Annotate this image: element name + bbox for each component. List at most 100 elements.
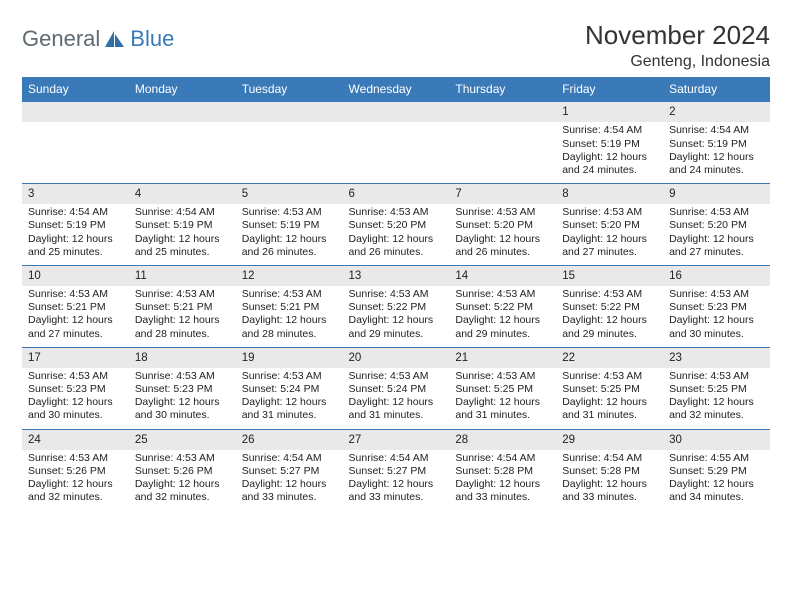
day-number: 27 [343,430,450,450]
day-details: Sunrise: 4:53 AMSunset: 5:23 PMDaylight:… [663,286,770,347]
day-number: 10 [22,266,129,286]
day-details: Sunrise: 4:53 AMSunset: 5:23 PMDaylight:… [129,368,236,429]
calendar-cell: 25Sunrise: 4:53 AMSunset: 5:26 PMDayligh… [129,429,236,510]
calendar-cell: 9Sunrise: 4:53 AMSunset: 5:20 PMDaylight… [663,183,770,265]
day-number: 25 [129,430,236,450]
calendar-cell: 1Sunrise: 4:54 AMSunset: 5:19 PMDaylight… [556,102,663,184]
day-number: 1 [556,102,663,122]
calendar-cell: 13Sunrise: 4:53 AMSunset: 5:22 PMDayligh… [343,265,450,347]
calendar-cell: 5Sunrise: 4:53 AMSunset: 5:19 PMDaylight… [236,183,343,265]
location: Genteng, Indonesia [585,53,770,71]
calendar-cell: 29Sunrise: 4:54 AMSunset: 5:28 PMDayligh… [556,429,663,510]
day-number: 26 [236,430,343,450]
day-text-empty [129,122,236,180]
day-header-row: SundayMondayTuesdayWednesdayThursdayFrid… [22,77,770,102]
day-details: Sunrise: 4:54 AMSunset: 5:19 PMDaylight:… [556,122,663,183]
calendar-cell: 28Sunrise: 4:54 AMSunset: 5:28 PMDayligh… [449,429,556,510]
calendar-cell: 20Sunrise: 4:53 AMSunset: 5:24 PMDayligh… [343,347,450,429]
calendar-cell: 6Sunrise: 4:53 AMSunset: 5:20 PMDaylight… [343,183,450,265]
day-details: Sunrise: 4:53 AMSunset: 5:20 PMDaylight:… [449,204,556,265]
brand-logo: General Blue [22,20,174,52]
day-details: Sunrise: 4:53 AMSunset: 5:21 PMDaylight:… [236,286,343,347]
day-details: Sunrise: 4:53 AMSunset: 5:20 PMDaylight:… [663,204,770,265]
header: General Blue November 2024 Genteng, Indo… [22,20,770,71]
day-number: 30 [663,430,770,450]
day-header: Sunday [22,77,129,102]
calendar-cell: 16Sunrise: 4:53 AMSunset: 5:23 PMDayligh… [663,265,770,347]
day-details: Sunrise: 4:53 AMSunset: 5:26 PMDaylight:… [129,450,236,511]
calendar-cell: 30Sunrise: 4:55 AMSunset: 5:29 PMDayligh… [663,429,770,510]
day-number-empty [449,102,556,122]
day-number: 17 [22,348,129,368]
brand-text-right: Blue [130,26,174,52]
day-details: Sunrise: 4:54 AMSunset: 5:27 PMDaylight:… [343,450,450,511]
day-details: Sunrise: 4:53 AMSunset: 5:25 PMDaylight:… [556,368,663,429]
day-number: 9 [663,184,770,204]
calendar-cell: 19Sunrise: 4:53 AMSunset: 5:24 PMDayligh… [236,347,343,429]
day-number: 28 [449,430,556,450]
calendar-week: 24Sunrise: 4:53 AMSunset: 5:26 PMDayligh… [22,429,770,510]
day-number-empty [129,102,236,122]
day-details: Sunrise: 4:53 AMSunset: 5:26 PMDaylight:… [22,450,129,511]
day-number: 22 [556,348,663,368]
day-text-empty [449,122,556,180]
calendar-cell: 18Sunrise: 4:53 AMSunset: 5:23 PMDayligh… [129,347,236,429]
day-details: Sunrise: 4:54 AMSunset: 5:19 PMDaylight:… [663,122,770,183]
title-block: November 2024 Genteng, Indonesia [585,20,770,71]
calendar-page: General Blue November 2024 Genteng, Indo… [0,0,792,520]
day-number: 3 [22,184,129,204]
day-details: Sunrise: 4:53 AMSunset: 5:21 PMDaylight:… [22,286,129,347]
day-number: 8 [556,184,663,204]
day-details: Sunrise: 4:53 AMSunset: 5:22 PMDaylight:… [556,286,663,347]
day-details: Sunrise: 4:53 AMSunset: 5:25 PMDaylight:… [663,368,770,429]
day-text-empty [343,122,450,180]
calendar-cell [343,102,450,184]
calendar-cell: 21Sunrise: 4:53 AMSunset: 5:25 PMDayligh… [449,347,556,429]
calendar-cell [236,102,343,184]
calendar-week: 17Sunrise: 4:53 AMSunset: 5:23 PMDayligh… [22,347,770,429]
day-details: Sunrise: 4:54 AMSunset: 5:27 PMDaylight:… [236,450,343,511]
day-number: 13 [343,266,450,286]
day-number-empty [22,102,129,122]
calendar-cell: 22Sunrise: 4:53 AMSunset: 5:25 PMDayligh… [556,347,663,429]
calendar-cell: 2Sunrise: 4:54 AMSunset: 5:19 PMDaylight… [663,102,770,184]
calendar-cell: 27Sunrise: 4:54 AMSunset: 5:27 PMDayligh… [343,429,450,510]
day-number: 20 [343,348,450,368]
calendar-cell: 23Sunrise: 4:53 AMSunset: 5:25 PMDayligh… [663,347,770,429]
calendar-cell: 4Sunrise: 4:54 AMSunset: 5:19 PMDaylight… [129,183,236,265]
day-number: 16 [663,266,770,286]
calendar-cell: 17Sunrise: 4:53 AMSunset: 5:23 PMDayligh… [22,347,129,429]
day-details: Sunrise: 4:55 AMSunset: 5:29 PMDaylight:… [663,450,770,511]
day-details: Sunrise: 4:53 AMSunset: 5:20 PMDaylight:… [556,204,663,265]
day-number: 6 [343,184,450,204]
brand-text-left: General [22,26,100,52]
day-number: 15 [556,266,663,286]
day-details: Sunrise: 4:53 AMSunset: 5:25 PMDaylight:… [449,368,556,429]
day-number: 14 [449,266,556,286]
calendar-cell: 7Sunrise: 4:53 AMSunset: 5:20 PMDaylight… [449,183,556,265]
day-number: 21 [449,348,556,368]
calendar-cell: 12Sunrise: 4:53 AMSunset: 5:21 PMDayligh… [236,265,343,347]
calendar-week: 10Sunrise: 4:53 AMSunset: 5:21 PMDayligh… [22,265,770,347]
calendar-cell: 26Sunrise: 4:54 AMSunset: 5:27 PMDayligh… [236,429,343,510]
calendar-cell [129,102,236,184]
day-number: 18 [129,348,236,368]
day-details: Sunrise: 4:53 AMSunset: 5:21 PMDaylight:… [129,286,236,347]
day-details: Sunrise: 4:54 AMSunset: 5:19 PMDaylight:… [129,204,236,265]
day-number: 2 [663,102,770,122]
day-number-empty [236,102,343,122]
day-details: Sunrise: 4:53 AMSunset: 5:24 PMDaylight:… [343,368,450,429]
day-details: Sunrise: 4:54 AMSunset: 5:28 PMDaylight:… [556,450,663,511]
calendar-cell: 24Sunrise: 4:53 AMSunset: 5:26 PMDayligh… [22,429,129,510]
calendar-cell: 11Sunrise: 4:53 AMSunset: 5:21 PMDayligh… [129,265,236,347]
day-header: Wednesday [343,77,450,102]
day-details: Sunrise: 4:54 AMSunset: 5:28 PMDaylight:… [449,450,556,511]
day-number: 4 [129,184,236,204]
day-number: 5 [236,184,343,204]
calendar-body: 1Sunrise: 4:54 AMSunset: 5:19 PMDaylight… [22,102,770,511]
day-details: Sunrise: 4:53 AMSunset: 5:20 PMDaylight:… [343,204,450,265]
page-title: November 2024 [585,20,770,51]
day-details: Sunrise: 4:53 AMSunset: 5:24 PMDaylight:… [236,368,343,429]
day-header: Saturday [663,77,770,102]
day-details: Sunrise: 4:53 AMSunset: 5:23 PMDaylight:… [22,368,129,429]
